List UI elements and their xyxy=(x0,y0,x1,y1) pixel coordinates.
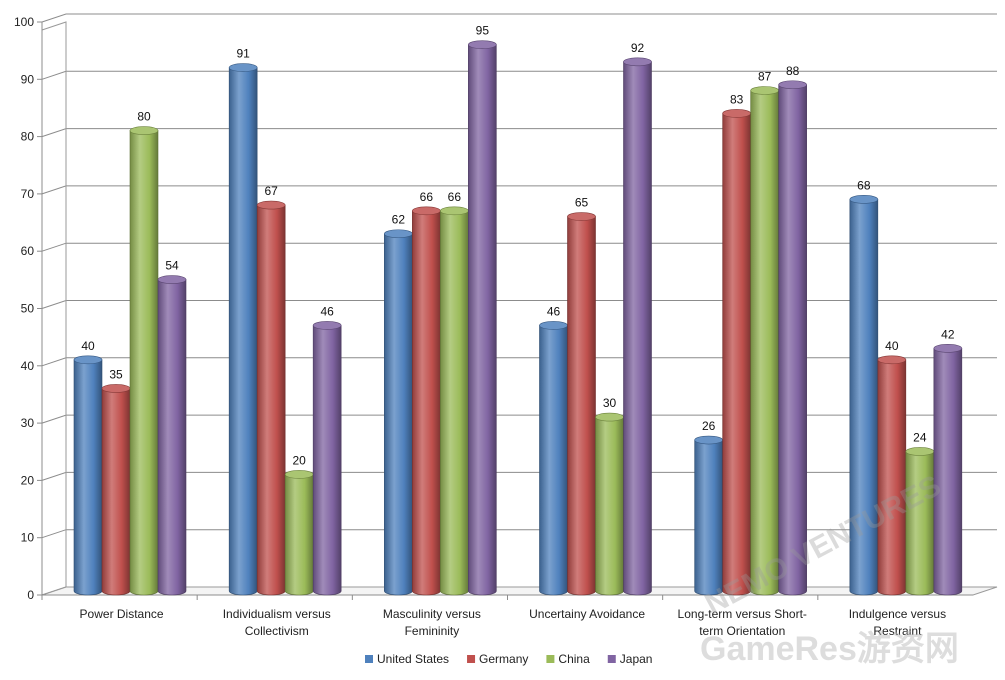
y-tick-label: 90 xyxy=(21,72,35,86)
data-label: 66 xyxy=(448,190,462,204)
data-label: 46 xyxy=(320,304,334,318)
data-label: 80 xyxy=(137,110,151,124)
bar-china xyxy=(284,470,314,596)
x-category-label: Individualism versus xyxy=(223,607,331,621)
data-label: 26 xyxy=(702,419,716,433)
x-category-label: Power Distance xyxy=(80,607,164,621)
bar-united-states xyxy=(384,229,413,596)
bar-japan xyxy=(312,321,342,596)
data-labels: 40 35 80 54 91 67 20 46 62 66 66 95 46 65 30 92 26 83 87 88… xyxy=(81,24,955,468)
bar-china xyxy=(595,412,624,596)
y-tick-label: 70 xyxy=(21,187,35,201)
legend-swatch xyxy=(546,655,555,663)
bar-germany xyxy=(101,384,131,596)
y-tick-label: 10 xyxy=(21,531,35,545)
legend-label: Japan xyxy=(620,652,653,666)
bar-united-states xyxy=(73,355,103,596)
bar-china xyxy=(905,447,935,596)
gridline xyxy=(41,185,997,195)
bar-germany xyxy=(877,355,907,596)
y-tick-label: 30 xyxy=(21,416,35,430)
bar-china xyxy=(750,86,779,596)
x-category-label: Long-term versus Short- xyxy=(678,607,807,621)
legend-swatch xyxy=(365,655,373,663)
legend-item: Japan xyxy=(607,652,653,666)
bar-japan xyxy=(157,275,187,596)
y-tick-label: 0 xyxy=(27,588,34,602)
x-category-label: Restraint xyxy=(873,624,922,638)
bar-united-states xyxy=(539,321,568,596)
data-label: 92 xyxy=(631,41,645,55)
y-tick-label: 40 xyxy=(21,359,35,373)
legend-item: United States xyxy=(365,652,449,666)
legend-swatch xyxy=(467,655,476,663)
gridline xyxy=(41,13,997,23)
data-label: 87 xyxy=(758,69,772,83)
bar-japan xyxy=(623,57,652,596)
bar-germany xyxy=(567,212,596,596)
data-label: 54 xyxy=(165,259,179,273)
y-tick-label: 80 xyxy=(21,130,35,144)
legend-label: China xyxy=(558,652,590,666)
data-label: 40 xyxy=(81,339,95,353)
bar-china xyxy=(129,126,159,596)
data-label: 88 xyxy=(786,64,800,78)
bar-germany xyxy=(722,109,751,596)
bar-germany xyxy=(412,206,441,596)
bar-japan xyxy=(468,40,497,596)
data-label: 40 xyxy=(885,339,899,353)
data-label: 95 xyxy=(476,24,490,38)
legend-item: Germany xyxy=(467,652,528,666)
data-label: 30 xyxy=(603,396,617,410)
data-label: 66 xyxy=(420,190,434,204)
x-category-label: Uncertainy Avoidance xyxy=(529,607,645,621)
x-category-label: Collectivism xyxy=(245,624,309,638)
x-category-label: Masculinity versus xyxy=(383,607,481,621)
bar-japan xyxy=(778,80,807,596)
watermark-site: GameRes游资网 xyxy=(700,630,959,668)
data-label: 91 xyxy=(236,47,250,61)
x-category-label: Femininity xyxy=(405,624,460,638)
bar-japan xyxy=(933,344,963,596)
y-tick-label: 100 xyxy=(14,15,34,29)
bars xyxy=(73,40,963,596)
bar-germany xyxy=(256,200,286,596)
y-tick-label: 50 xyxy=(21,302,35,316)
bar-china xyxy=(440,206,469,596)
legend-swatch xyxy=(607,655,616,663)
data-label: 65 xyxy=(575,196,589,210)
data-label: 42 xyxy=(941,327,955,341)
legend-item: China xyxy=(546,652,590,666)
legend-label: Germany xyxy=(479,652,528,666)
y-tick-label: 20 xyxy=(21,473,35,487)
gridline xyxy=(41,128,997,138)
data-label: 62 xyxy=(392,213,406,227)
bar-united-states xyxy=(694,435,723,596)
bar-united-states xyxy=(228,63,258,596)
data-label: 67 xyxy=(264,184,278,198)
data-label: 46 xyxy=(547,304,561,318)
legend-label: United States xyxy=(377,652,449,666)
data-label: 35 xyxy=(109,367,123,381)
y-tick-label: 60 xyxy=(21,244,35,258)
gridline xyxy=(41,70,997,80)
x-category-label: Indulgence versus xyxy=(849,607,946,621)
data-label: 68 xyxy=(857,178,871,192)
x-category-label: term Orientation xyxy=(699,624,785,638)
data-label: 83 xyxy=(730,92,744,106)
data-label: 24 xyxy=(913,430,927,444)
chart-side-wall xyxy=(41,21,67,596)
data-label: 20 xyxy=(292,453,306,467)
legend: United States Germany China Japan xyxy=(365,652,652,666)
